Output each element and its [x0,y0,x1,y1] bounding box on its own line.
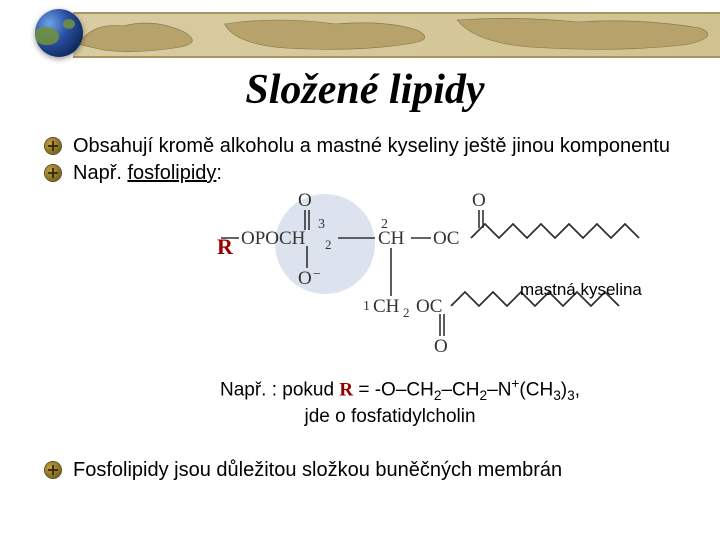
svg-text:2: 2 [325,237,332,252]
svg-text:OC: OC [433,228,459,249]
fatty-acid-label: mastná kyselina [520,280,642,300]
example-definition: Např. : pokud R = -O–CH2–CH2–N+(CH3)3, j… [220,375,675,430]
bullet-list-2: Fosfolipidy jsou důležitou složkou buněč… [45,458,675,483]
phospholipid-structure: R O O OPOCH 2 3 2 CH OC [245,194,675,369]
map-band [73,12,720,58]
svg-text:1: 1 [363,299,370,314]
bullet-2-link: fosfolipidy [127,162,216,184]
svg-text:O: O [298,190,312,211]
svg-text:2: 2 [403,305,410,320]
svg-text:O: O [472,190,486,211]
bullet-1-text: Obsahují kromě alkoholu a mastné kyselin… [73,135,670,157]
globe-icon [35,9,83,57]
svg-text:−: − [313,267,321,282]
svg-text:CH: CH [378,228,405,249]
svg-text:CH: CH [373,296,400,317]
bullet-item-1: Obsahují kromě alkoholu a mastné kyselin… [45,134,675,159]
svg-text:OPOCH: OPOCH [241,228,306,249]
bullet-2-prefix: Např. [73,162,127,184]
bullet-3-text: Fosfolipidy jsou důležitou složkou buněč… [73,459,562,481]
chemical-diagram: O O OPOCH 2 3 2 CH OC [213,188,693,358]
svg-text:O: O [434,336,448,357]
svg-text:OC: OC [416,296,442,317]
svg-text:3: 3 [318,217,325,232]
slide-header [0,5,720,60]
r-group-label: R [217,234,233,260]
slide-content: Složené lipidy Obsahují kromě alkoholu a… [0,58,720,485]
slide-title: Složené lipidy [55,66,675,114]
bullet-list: Obsahují kromě alkoholu a mastné kyselin… [45,134,675,186]
bullet-item-2: Např. fosfolipidy: [45,161,675,186]
bullet-2-suffix: : [216,162,222,184]
bullet-item-3: Fosfolipidy jsou důležitou složkou buněč… [45,458,675,483]
svg-text:O: O [298,268,312,289]
